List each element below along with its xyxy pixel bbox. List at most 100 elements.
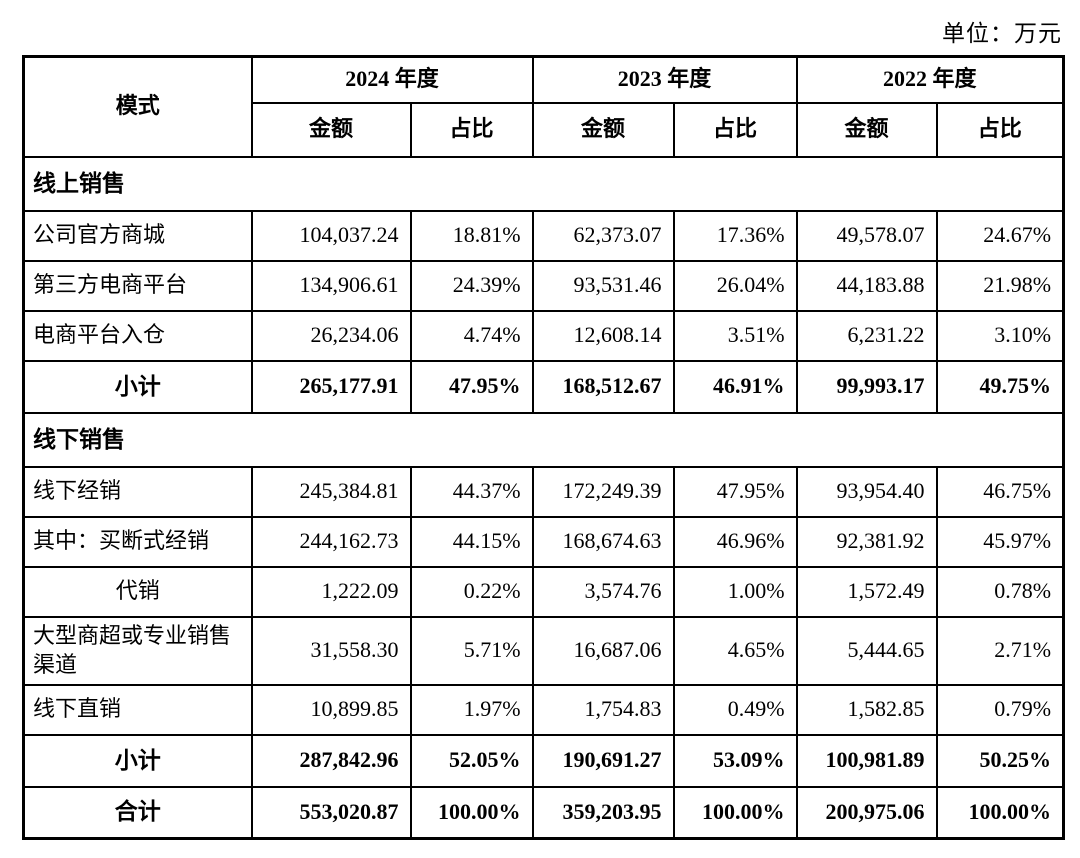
amount-2023: 1,754.83 — [531, 683, 675, 736]
col-header-year-2022: 2022 年度 — [795, 55, 1065, 104]
table-row-third-party-ecommerce: 第三方电商平台 134,906.61 24.39% 93,531.46 26.0… — [22, 259, 1065, 312]
ratio-2024: 4.74% — [409, 309, 534, 362]
amount-2022: 99,993.17 — [795, 359, 938, 414]
ratio-2023: 26.04% — [672, 259, 798, 312]
amount-2022: 100,981.89 — [795, 733, 938, 788]
section-row-offline: 线下销售 — [22, 411, 1065, 468]
col-header-ratio-2022: 占比 — [935, 101, 1065, 158]
col-header-year-2023: 2023 年度 — [531, 55, 798, 104]
ratio-2024: 18.81% — [409, 209, 534, 262]
amount-2023: 16,687.06 — [531, 615, 675, 686]
col-header-mode: 模式 — [22, 55, 253, 158]
row-label: 第三方电商平台 — [22, 259, 253, 312]
row-label: 大型商超或专业销售渠道 — [22, 615, 253, 686]
amount-2023: 359,203.95 — [531, 785, 675, 840]
row-label: 电商平台入仓 — [22, 309, 253, 362]
row-label: 合计 — [22, 785, 253, 840]
row-label: 线下经销 — [22, 465, 253, 518]
ratio-2024: 44.37% — [409, 465, 534, 518]
ratio-2024: 44.15% — [409, 515, 534, 568]
amount-2024: 1,222.09 — [250, 565, 412, 618]
amount-2023: 93,531.46 — [531, 259, 675, 312]
amount-2024: 10,899.85 — [250, 683, 412, 736]
amount-2022: 92,381.92 — [795, 515, 938, 568]
table-row-offline-direct: 线下直销 10,899.85 1.97% 1,754.83 0.49% 1,58… — [22, 683, 1065, 736]
amount-2022: 49,578.07 — [795, 209, 938, 262]
amount-2024: 265,177.91 — [250, 359, 412, 414]
ratio-2022: 3.10% — [935, 309, 1065, 362]
ratio-2024: 5.71% — [409, 615, 534, 686]
ratio-2023: 46.91% — [672, 359, 798, 414]
row-label: 线下直销 — [22, 683, 253, 736]
amount-2022: 93,954.40 — [795, 465, 938, 518]
amount-2024: 26,234.06 — [250, 309, 412, 362]
col-header-ratio-2024: 占比 — [409, 101, 534, 158]
subtotal-row-offline: 小计 287,842.96 52.05% 190,691.27 53.09% 1… — [22, 733, 1065, 788]
amount-2024: 134,906.61 — [250, 259, 412, 312]
amount-2024: 245,384.81 — [250, 465, 412, 518]
sales-mode-table: 模式 2024 年度 2023 年度 2022 年度 金额 占比 金额 占比 金… — [22, 55, 1066, 840]
row-label: 公司官方商城 — [22, 209, 253, 262]
col-header-amount-2024: 金额 — [250, 101, 412, 158]
table-row-offline-distribution: 线下经销 245,384.81 44.37% 172,249.39 47.95%… — [22, 465, 1065, 518]
row-label: 代销 — [22, 565, 253, 618]
subtotal-row-online: 小计 265,177.91 47.95% 168,512.67 46.91% 9… — [22, 359, 1065, 414]
col-header-amount-2023: 金额 — [531, 101, 675, 158]
table-row-platform-warehouse: 电商平台入仓 26,234.06 4.74% 12,608.14 3.51% 6… — [22, 309, 1065, 362]
ratio-2024: 24.39% — [409, 259, 534, 312]
amount-2022: 200,975.06 — [795, 785, 938, 840]
header-row-years: 模式 2024 年度 2023 年度 2022 年度 — [22, 55, 1065, 158]
amount-2022: 5,444.65 — [795, 615, 938, 686]
row-label: 小计 — [22, 359, 253, 414]
amount-2023: 190,691.27 — [531, 733, 675, 788]
amount-2023: 168,512.67 — [531, 359, 675, 414]
ratio-2022: 0.78% — [935, 565, 1065, 618]
ratio-2023: 0.49% — [672, 683, 798, 736]
ratio-2022: 46.75% — [935, 465, 1065, 518]
amount-2022: 1,582.85 — [795, 683, 938, 736]
table-row-official-mall: 公司官方商城 104,037.24 18.81% 62,373.07 17.36… — [22, 209, 1065, 262]
amount-2023: 172,249.39 — [531, 465, 675, 518]
ratio-2022: 100.00% — [935, 785, 1065, 840]
amount-2024: 553,020.87 — [250, 785, 412, 840]
ratio-2024: 100.00% — [409, 785, 534, 840]
row-label: 小计 — [22, 733, 253, 788]
header-row-metrics: 金额 占比 金额 占比 金额 占比 — [24, 101, 1065, 158]
amount-2022: 44,183.88 — [795, 259, 938, 312]
amount-2023: 168,674.63 — [531, 515, 675, 568]
ratio-2024: 1.97% — [409, 683, 534, 736]
amount-2024: 244,162.73 — [250, 515, 412, 568]
amount-2023: 12,608.14 — [531, 309, 675, 362]
ratio-2022: 45.97% — [935, 515, 1065, 568]
amount-2024: 287,842.96 — [250, 733, 412, 788]
ratio-2022: 2.71% — [935, 615, 1065, 686]
ratio-2022: 49.75% — [935, 359, 1065, 414]
ratio-2023: 46.96% — [672, 515, 798, 568]
amount-2024: 104,037.24 — [250, 209, 412, 262]
col-header-year-2024: 2024 年度 — [250, 55, 534, 104]
ratio-2022: 24.67% — [935, 209, 1065, 262]
total-row: 合计 553,020.87 100.00% 359,203.95 100.00%… — [22, 785, 1065, 840]
amount-2022: 6,231.22 — [795, 309, 938, 362]
ratio-2023: 17.36% — [672, 209, 798, 262]
ratio-2023: 4.65% — [672, 615, 798, 686]
amount-2022: 1,572.49 — [795, 565, 938, 618]
ratio-2022: 21.98% — [935, 259, 1065, 312]
ratio-2023: 53.09% — [672, 733, 798, 788]
amount-2023: 3,574.76 — [531, 565, 675, 618]
ratio-2024: 52.05% — [409, 733, 534, 788]
table-row-buyout-distribution: 其中：买断式经销 244,162.73 44.15% 168,674.63 46… — [22, 515, 1065, 568]
ratio-2024: 47.95% — [409, 359, 534, 414]
section-row-online: 线上销售 — [22, 155, 1065, 212]
col-header-amount-2022: 金额 — [795, 101, 938, 158]
table-row-supermarket-professional: 大型商超或专业销售渠道 31,558.30 5.71% 16,687.06 4.… — [22, 615, 1065, 686]
ratio-2023: 100.00% — [672, 785, 798, 840]
ratio-2022: 50.25% — [935, 733, 1065, 788]
row-label: 其中：买断式经销 — [22, 515, 253, 568]
ratio-2024: 0.22% — [409, 565, 534, 618]
table-row-consignment: 代销 1,222.09 0.22% 3,574.76 1.00% 1,572.4… — [22, 565, 1065, 618]
section-label: 线上销售 — [22, 155, 1065, 212]
ratio-2023: 3.51% — [672, 309, 798, 362]
ratio-2023: 1.00% — [672, 565, 798, 618]
